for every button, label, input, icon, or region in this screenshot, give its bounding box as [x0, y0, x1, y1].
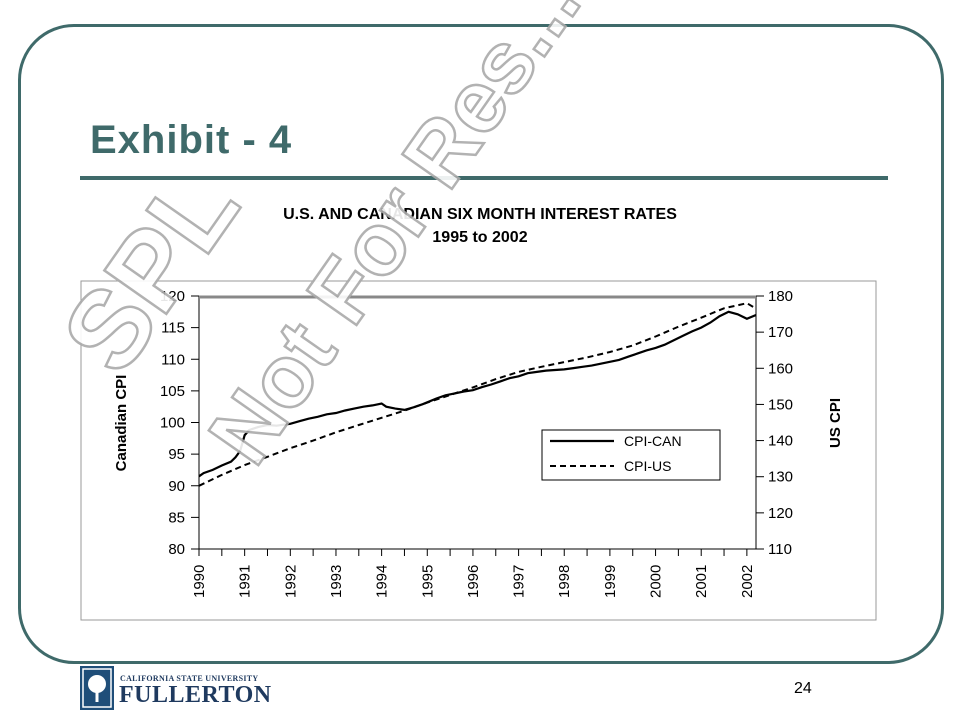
left-axis-label: Canadian CPI [113, 375, 130, 472]
x-tick-label: 1991 [237, 565, 254, 598]
left-tick-label: 105 [160, 383, 185, 400]
x-tick-label: 1996 [465, 565, 482, 598]
x-tick-label: 1993 [328, 565, 345, 598]
left-tick-label: 85 [168, 509, 185, 526]
x-tick-label: 1997 [511, 565, 528, 598]
tree-emblem-icon [80, 666, 114, 710]
slide-title: Exhibit - 4 [90, 118, 293, 162]
left-tick-label: 95 [168, 446, 185, 463]
right-tick-label: 160 [768, 360, 793, 377]
right-tick-label: 140 [768, 433, 793, 450]
chart-title: U.S. AND CANADIAN SIX MONTH INTEREST RAT… [283, 206, 677, 223]
right-axis-label: US CPI [827, 398, 844, 448]
x-axis: 1990 1991 1992 1993 1994 1995 1996 1997 1998 1999… [191, 549, 756, 598]
x-tick-label: 2000 [648, 565, 665, 598]
chart-titles: U.S. AND CANADIAN SIX MONTH INTEREST RAT… [283, 206, 677, 246]
series-line-cpi-can [198, 310, 757, 478]
x-tick-label: 1995 [419, 565, 436, 598]
x-tick-label: 2001 [693, 565, 710, 598]
left-axis: 80 85 90 95 100 105 110 115 120 [160, 288, 199, 558]
x-tick-label: 1999 [602, 565, 619, 598]
left-tick-label: 120 [160, 288, 185, 305]
left-tick-label: 115 [161, 320, 185, 337]
right-tick-label: 150 [768, 396, 793, 413]
legend-box [541, 429, 721, 481]
chart-border [80, 280, 877, 621]
university-logo: CALIFORNIA STATE UNIVERSITY FULLERTON [80, 664, 280, 714]
x-tick-label: 1994 [374, 565, 391, 598]
x-tick-label: 1990 [191, 565, 208, 598]
left-tick-label: 100 [160, 415, 185, 432]
right-tick-label: 180 [768, 288, 793, 305]
logo-line1: CALIFORNIA STATE UNIVERSITY [120, 674, 259, 683]
legend: CPI-CAN CPI-US [541, 429, 721, 481]
slide-frame [18, 24, 944, 664]
legend-label-cpi-us: CPI-US [624, 458, 671, 474]
right-tick-label: 170 [768, 324, 793, 341]
page-number: 24 [794, 680, 812, 697]
chart-subtitle: 1995 to 2002 [432, 229, 527, 246]
logo-line2: FULLERTON [119, 682, 272, 708]
x-tick-label: 1992 [282, 565, 299, 598]
series-line-cpi-us [198, 302, 757, 487]
left-tick-label: 80 [168, 541, 185, 558]
x-tick-label: 2002 [739, 565, 756, 598]
left-tick-label: 90 [168, 478, 185, 495]
left-tick-label: 110 [161, 351, 185, 368]
title-divider [80, 176, 888, 180]
right-tick-label: 110 [768, 541, 792, 558]
right-tick-label: 130 [768, 469, 793, 486]
x-tick-label: 1998 [556, 565, 573, 598]
right-axis: 110 120 130 140 150 160 170 180 [756, 288, 793, 558]
right-tick-label: 120 [768, 505, 793, 522]
legend-label-cpi-can: CPI-CAN [624, 433, 682, 449]
